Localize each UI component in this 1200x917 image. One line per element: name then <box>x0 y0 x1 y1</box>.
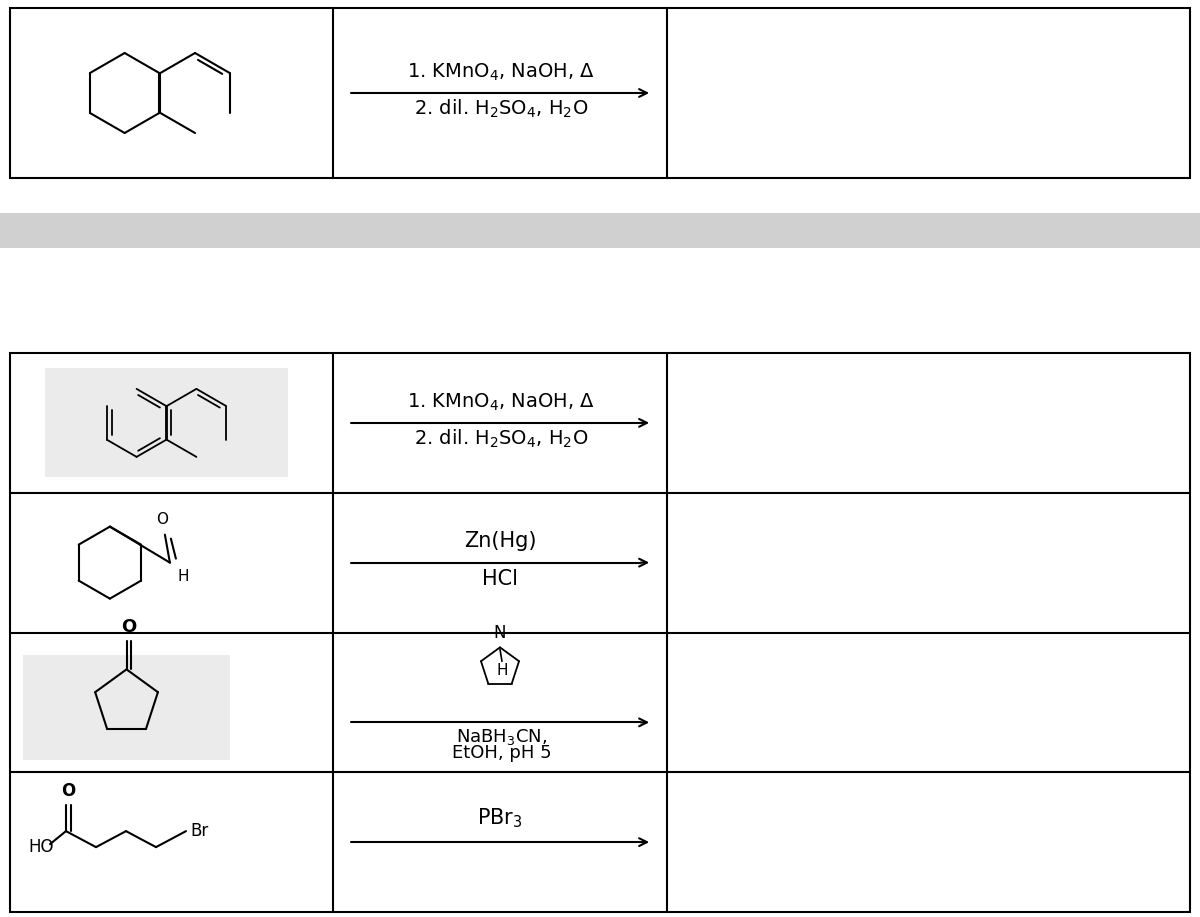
Text: PBr$_3$: PBr$_3$ <box>478 807 523 830</box>
Text: NaBH$_3$CN,: NaBH$_3$CN, <box>456 727 547 747</box>
Text: HO: HO <box>28 838 54 856</box>
Bar <box>44 369 288 478</box>
Text: H: H <box>178 569 190 583</box>
Text: Br: Br <box>190 823 209 840</box>
Text: O: O <box>61 782 76 801</box>
Bar <box>0 213 1200 248</box>
Text: 1. KMnO$_4$, NaOH, $\Delta$: 1. KMnO$_4$, NaOH, $\Delta$ <box>408 61 595 83</box>
Text: 2. dil. H$_2$SO$_4$, H$_2$O: 2. dil. H$_2$SO$_4$, H$_2$O <box>414 98 589 120</box>
Text: EtOH, pH 5: EtOH, pH 5 <box>451 745 551 762</box>
Text: Zn(Hg): Zn(Hg) <box>463 531 536 550</box>
Text: H: H <box>497 663 508 679</box>
Text: 1. KMnO$_4$, NaOH, $\Delta$: 1. KMnO$_4$, NaOH, $\Delta$ <box>408 392 595 413</box>
Bar <box>10 8 1190 178</box>
Text: O: O <box>156 512 168 526</box>
Bar <box>23 655 229 760</box>
Text: O: O <box>121 618 136 636</box>
Text: 2. dil. H$_2$SO$_4$, H$_2$O: 2. dil. H$_2$SO$_4$, H$_2$O <box>414 428 589 450</box>
Text: N: N <box>493 624 506 643</box>
Text: HCl: HCl <box>482 569 518 589</box>
Bar <box>10 353 1190 912</box>
